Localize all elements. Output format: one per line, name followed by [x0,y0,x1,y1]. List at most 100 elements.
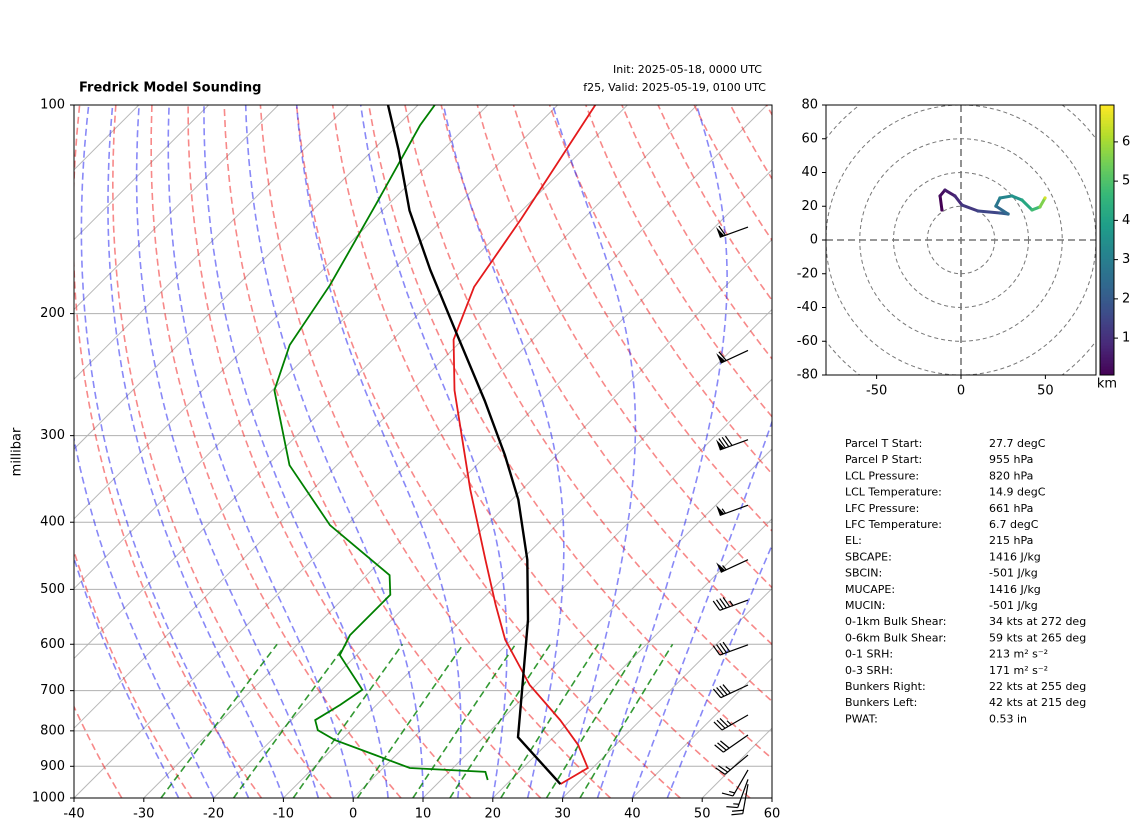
dry-adiabat [223,105,542,798]
wind-barb [712,684,749,699]
chart-title: Fredrick Model Sounding [79,81,261,96]
moist-adiabat [80,105,250,798]
barb-full [718,351,727,361]
colorbar-step [1100,282,1114,286]
wind-barb [714,734,749,753]
mixing-ratio-line [579,643,674,798]
x-tick-label: 50 [694,807,711,822]
barb-full [722,641,731,652]
colorbar-step [1100,159,1114,163]
colorbar-step [1100,324,1114,328]
barb-full [717,765,729,773]
colorbar-step [1100,294,1114,298]
colorbar-step [1100,198,1114,202]
colorbar-step [1100,366,1114,370]
barb-full [716,644,724,655]
colorbar-step [1100,222,1114,226]
barb-staff [720,559,749,573]
parameter-value: 661 hPa [989,502,1033,515]
isotherm [74,105,419,450]
colorbar-tick-label: 6 [1122,134,1130,149]
wind-barb [731,784,749,816]
parameter-label: SBCIN: [845,567,882,580]
hodograph-trace [938,188,1047,216]
colorbar-step [1100,177,1114,181]
hodograph-point [976,209,980,213]
barb-staff [720,349,749,364]
parameter-label: LFC Pressure: [845,502,919,515]
colorbar-step [1100,126,1114,130]
colorbar-step [1100,180,1114,184]
moist-adiabat [295,105,462,798]
hodograph-rings [826,105,1096,375]
reference-lines [74,105,1142,798]
barb-staff [719,504,749,517]
dry-adiabat [839,105,1142,798]
dry-adiabat [548,105,772,476]
x-tick-label: -30 [133,807,154,822]
mixing-ratio-line [412,643,517,798]
hodograph-point [1020,198,1024,202]
parameter-label: SBCAPE: [845,550,892,563]
hodograph-point [953,194,957,198]
isotherm [492,518,772,798]
colorbar-step [1100,354,1114,358]
barb-full [719,718,729,727]
colorbar-step [1100,312,1114,316]
barb-half [725,766,731,771]
dry-adiabat [585,105,772,418]
colorbar-step [1100,204,1114,208]
colorbar-step [1100,117,1114,121]
profile-1 [273,105,489,781]
hodograph-point [994,204,998,208]
wind-barb [726,779,749,809]
parameter-value: 1416 J/kg [989,550,1041,563]
parameter-label: MUCAPE: [845,583,895,596]
colorbar-step [1100,255,1114,259]
colorbar-step [1100,264,1114,268]
parameter-label: 0-3 SRH: [845,664,893,677]
dry-adiabat [74,704,123,798]
isotherm [74,105,279,311]
x-tick-label: -10 [273,807,294,822]
dry-adiabat [512,105,772,533]
colorbar-tick-label: 4 [1122,213,1130,228]
barb-full [724,435,733,446]
isotherm [283,308,772,798]
hodograph-segment [994,204,1010,216]
colorbar-step [1100,303,1114,307]
colorbar-step [1100,201,1114,205]
dry-adiabat [150,105,402,798]
colorbar-step [1100,132,1114,136]
y-tick-label: 0 [810,233,818,248]
dry-adiabat [331,105,751,798]
colorbar-step [1100,174,1114,178]
hodograph-segment [960,203,980,213]
isotherm [352,378,772,798]
dry-adiabat [657,105,772,302]
colorbar-step [1100,195,1114,199]
hodograph-segment [976,209,1002,215]
skewt-frame [73,104,773,799]
x-tick-label: 0 [349,807,357,822]
parameter-label: Bunkers Left: [845,696,917,709]
y-tick-label: 700 [40,683,65,698]
colorbar-step [1100,291,1114,295]
colorbar-step [1100,333,1114,337]
isotherm [74,105,209,241]
colorbar-step [1100,153,1114,157]
isotherm [143,169,772,798]
mixing-ratio-line [160,643,278,798]
y-tick-label: -60 [797,334,818,349]
colorbar-step [1100,240,1114,244]
colorbar-step [1100,288,1114,292]
x-tick-label: 30 [554,807,571,822]
y-tick-label: 200 [40,306,65,321]
dry-adiabat [729,105,772,181]
parameter-value: 171 m² s⁻² [989,664,1048,677]
parameter-value: 1416 J/kg [989,583,1041,596]
colorbar-step [1100,252,1114,256]
colorbar-step [1100,165,1114,169]
barb-full [719,642,727,653]
hodograph-point [1006,212,1010,216]
